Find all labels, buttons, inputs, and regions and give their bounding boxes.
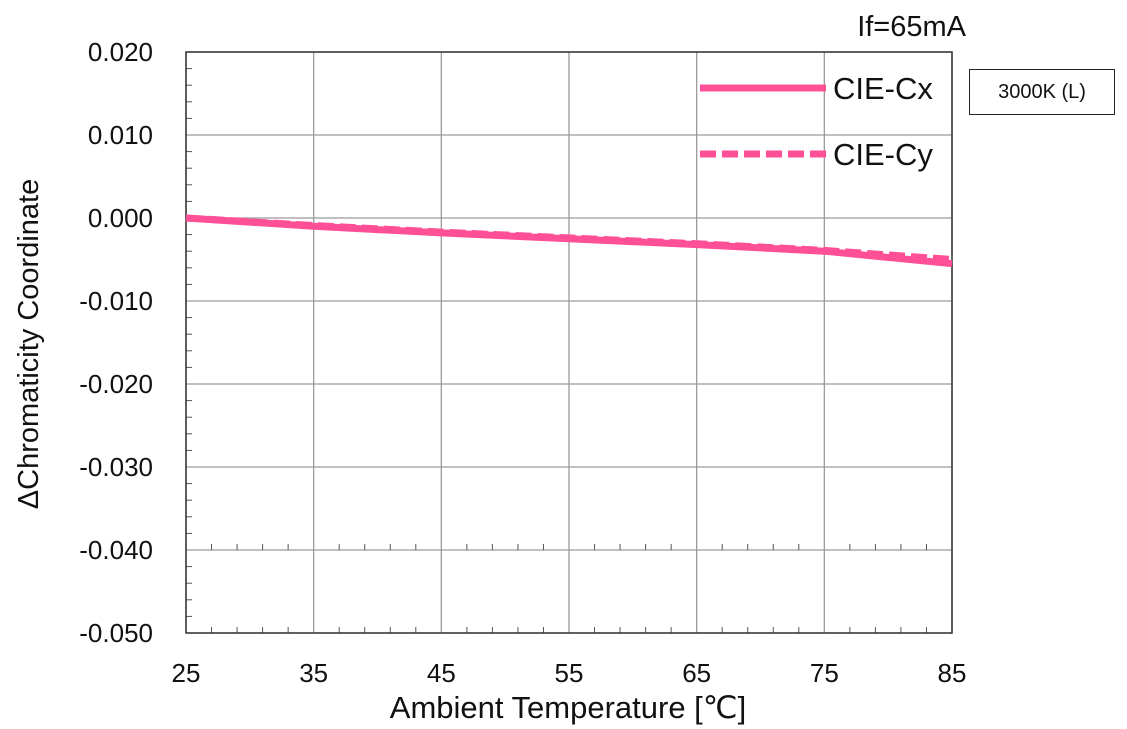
grid xyxy=(185,51,953,634)
y-axis-label: ΔChromaticity Coordinate xyxy=(13,179,45,509)
x-axis-label: Ambient Temperature [℃] xyxy=(390,690,746,725)
y-tick-label: -0.010 xyxy=(79,286,153,316)
legend: CIE-Cx CIE-Cy xyxy=(700,71,933,172)
x-tick-label: 55 xyxy=(555,658,584,688)
minor-ticks xyxy=(186,68,927,633)
y-tick-label: 0.020 xyxy=(88,37,153,67)
x-tick-label: 75 xyxy=(810,658,839,688)
y-tick-label: -0.050 xyxy=(79,618,153,648)
series-line-cie-cy xyxy=(185,214,953,263)
series xyxy=(185,214,953,268)
condition-label: If=65mA xyxy=(857,11,966,43)
x-tick-labels: 25 35 45 55 65 75 85 xyxy=(172,658,967,688)
legend-label: CIE-Cx xyxy=(833,71,933,106)
x-tick-label: 65 xyxy=(682,658,711,688)
y-tick-label: 0.010 xyxy=(88,120,153,150)
y-tick-label: 0.000 xyxy=(88,203,153,233)
plot-frame xyxy=(185,51,953,634)
y-tick-labels: 0.020 0.010 0.000 -0.010 -0.020 -0.030 -0.040 -… xyxy=(79,37,153,648)
x-tick-label: 35 xyxy=(299,658,328,688)
y-tick-label: -0.040 xyxy=(79,535,153,565)
legend-label: CIE-Cy xyxy=(833,137,933,172)
x-tick-label: 85 xyxy=(938,658,967,688)
y-tick-label: -0.030 xyxy=(79,452,153,482)
tag-label: 3000K (L) xyxy=(969,69,1115,115)
x-tick-label: 25 xyxy=(172,658,201,688)
x-tick-label: 45 xyxy=(427,658,456,688)
y-tick-label: -0.020 xyxy=(79,369,153,399)
